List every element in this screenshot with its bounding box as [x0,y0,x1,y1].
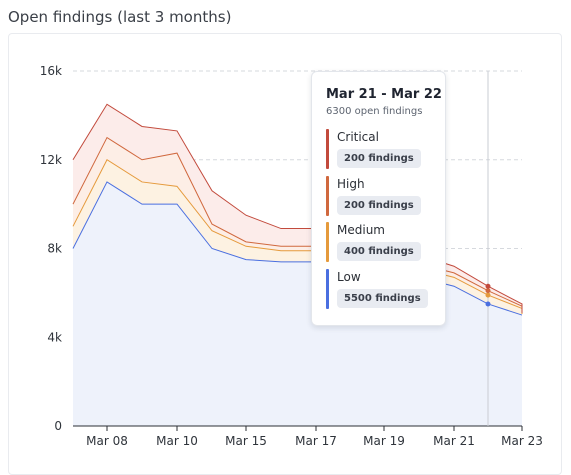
findings-area-chart[interactable]: 0 4k 8k 12k 16k Mar 08 Mar 10 Mar 15 Mar 17 Mar 1… [0,0,571,456]
area-low [73,181,522,426]
x-tick-label: Mar 15 [225,434,267,448]
x-tick-label: Mar 19 [363,434,405,448]
tooltip-row-value: 200 findings [337,196,421,215]
x-tick-label: Mar 23 [501,434,543,448]
hover-dot-high [485,288,491,294]
y-tick-label: 12k [40,153,62,167]
tooltip-row-value: 400 findings [337,242,421,261]
low-swatch [326,269,329,309]
tooltip-row-value: 200 findings [337,149,421,168]
area-high [73,137,522,314]
hover-dot-medium [485,292,491,298]
y-tick-label: 0 [54,419,62,433]
tooltip-row-label: High [337,177,365,191]
y-tick-label: 16k [40,64,62,78]
tooltip-row-high: High 200 findings [326,176,436,216]
tooltip-total: 6300 open findings [326,106,423,117]
page-title: Open findings (last 3 months) [8,8,232,26]
tooltip-row-label: Critical [337,130,379,144]
tooltip-row-label: Low [337,270,361,284]
x-tick-label: Mar 08 [86,434,128,448]
series-areas [73,104,522,426]
y-tick-label: 4k [47,330,62,344]
high-swatch [326,176,329,216]
hover-tooltip: Mar 21 - Mar 22 6300 open findings Criti… [311,71,446,326]
tooltip-row-low: Low 5500 findings [326,269,436,309]
tooltip-row-label: Medium [337,223,385,237]
x-tick-label: Mar 21 [433,434,475,448]
tooltip-row-critical: Critical 200 findings [326,129,436,169]
axes: 0 4k 8k 12k 16k Mar 08 Mar 10 Mar 15 Mar 17 Mar 1… [40,64,543,448]
area-medium [73,159,522,316]
x-tick-label: Mar 10 [156,434,198,448]
hover-marker [485,71,491,426]
tooltip-row-value: 5500 findings [337,289,428,308]
y-tick-label: 8k [47,242,62,256]
tooltip-date-range: Mar 21 - Mar 22 [326,87,442,102]
x-tick-label: Mar 17 [295,434,337,448]
tooltip-row-medium: Medium 400 findings [326,222,436,262]
medium-swatch [326,222,329,262]
line-low [72,181,523,316]
critical-swatch [326,129,329,169]
hover-dot-critical [485,283,491,289]
hover-dot-low [485,301,491,307]
